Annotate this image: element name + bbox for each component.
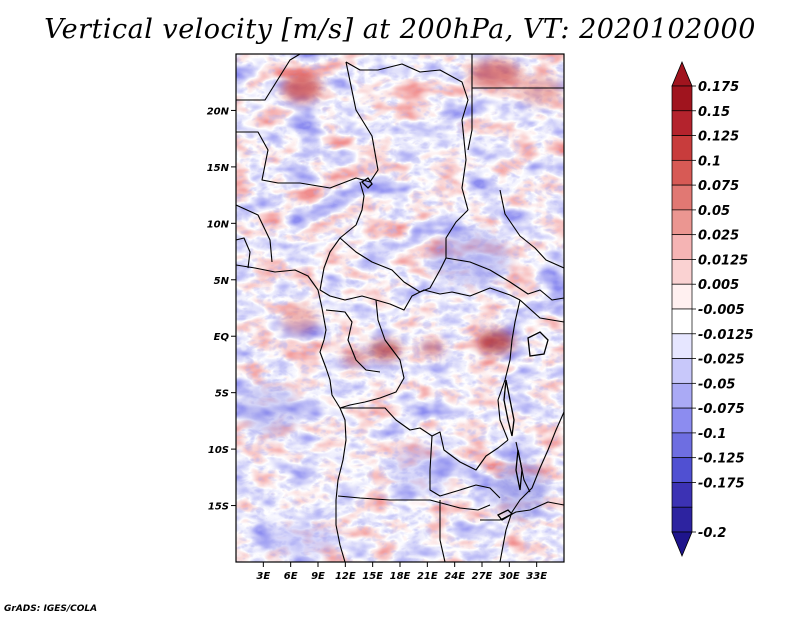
colorbar-label: -0.005 <box>698 303 745 318</box>
border-gabon-congo <box>325 309 381 373</box>
colorbar-label: 0.075 <box>698 179 739 194</box>
colorbar-label: -0.075 <box>698 402 745 417</box>
lon-tick-label: 21E <box>417 571 438 582</box>
lon-tick-label: 9E <box>311 571 325 582</box>
colorbar-label: 0.05 <box>698 204 730 219</box>
border-cameroon <box>319 289 377 301</box>
colorbar-label: -0.025 <box>698 353 745 368</box>
lat-tick-label: 5S <box>215 389 229 400</box>
border-algeria-libya <box>345 61 469 211</box>
border-namibia-botswana <box>439 500 446 562</box>
colorbar-swatch <box>671 407 693 434</box>
lake-victoria <box>527 331 549 357</box>
map-plot-area <box>236 54 564 562</box>
lake-malawi <box>515 449 523 491</box>
colorbar-bottom-arrow <box>671 531 693 558</box>
coastline-east-africa <box>499 411 564 562</box>
border-south-sudan <box>445 257 564 301</box>
border-ghana <box>236 237 251 269</box>
colorbar-label: 0.0125 <box>698 253 748 268</box>
colorbar-labels: 0.175 0.15 0.125 0.1 0.075 0.05 0.025 0.0125 0.0… <box>692 80 754 541</box>
colorbar-label: -0.2 <box>698 526 726 541</box>
border-angola-namibia <box>337 495 491 511</box>
border-nigeria-chad <box>319 181 365 291</box>
border-tanzania <box>519 299 564 323</box>
colorbar-swatch <box>671 283 693 310</box>
colorbar-swatch <box>671 110 693 136</box>
colorbar-label: -0.05 <box>698 377 735 392</box>
strong-updraft-patches <box>282 60 562 366</box>
colorbar-label: 0.15 <box>698 105 730 120</box>
lat-tick-label: 15N <box>207 163 230 174</box>
border-sudan-egypt <box>467 88 473 151</box>
colorbar-swatch <box>671 135 693 161</box>
colorbar-label: -0.125 <box>698 452 745 467</box>
chart-title: Vertical velocity [m/s] at 200hPa, VT: 2… <box>44 14 756 45</box>
colorbar-label: 0.025 <box>698 229 739 244</box>
lon-tick-label: 15E <box>362 571 383 582</box>
colorbar-label: -0.175 <box>698 476 745 491</box>
colorbar-boxes <box>671 85 693 533</box>
lon-tick-label: 18E <box>390 571 411 582</box>
border-car-drc <box>375 287 521 311</box>
lat-tick-label: 20N <box>207 106 230 117</box>
colorbar-label: 0.1 <box>698 154 721 169</box>
lake-kariba <box>496 509 514 521</box>
longitude-axis: 3E 6E 9E 12E 15E 18E 21E 24E 27E 30E 33E <box>256 562 547 582</box>
colorbar-swatch <box>671 333 693 359</box>
colorbar-swatch <box>671 209 693 236</box>
colorbar-label: 0.005 <box>698 278 739 293</box>
colorbar-label: -0.1 <box>698 427 726 442</box>
colorbar-swatch <box>671 85 693 112</box>
colorbar-swatch <box>671 482 693 508</box>
border-angola-zambia <box>429 435 501 499</box>
border-mali-niger <box>236 131 371 189</box>
colorbar-swatch <box>671 506 693 533</box>
lat-tick-label: 5N <box>214 276 230 287</box>
lat-tick-label: 15S <box>208 502 229 513</box>
border-zambia-zimbabwe <box>480 501 564 521</box>
colorbar-swatch <box>671 457 693 483</box>
lat-tick-label: EQ <box>214 332 230 343</box>
border-chad-car <box>339 237 421 293</box>
latitude-axis: 20N 15N 10N 5N EQ 5S 10S 15S <box>207 106 236 513</box>
coastline-west-africa <box>236 264 347 562</box>
colorbar-swatch <box>671 308 693 335</box>
lake-chad <box>360 177 373 189</box>
lon-tick-label: 30E <box>499 571 520 582</box>
colorbar-swatch <box>671 432 693 459</box>
lon-tick-label: 3E <box>256 571 270 582</box>
footer-credit: GrADS: IGES/COLA <box>4 604 98 614</box>
colorbar-swatch <box>671 382 693 409</box>
country-borders <box>236 54 564 562</box>
colorbar-swatch <box>671 159 693 186</box>
border-drc-east <box>497 299 521 441</box>
colorbar-swatch <box>671 234 693 260</box>
border-mali-algeria <box>236 54 301 101</box>
lon-tick-label: 27E <box>472 571 493 582</box>
colorbar-top-arrow <box>671 60 693 87</box>
colorbar-swatch <box>671 184 693 211</box>
border-sudan-ethiopia <box>499 189 564 269</box>
colorbar-swatch <box>671 358 693 384</box>
lon-tick-label: 33E <box>526 571 547 582</box>
colorbar-label: -0.0125 <box>698 328 754 343</box>
border-niger-chad <box>345 61 379 183</box>
lon-tick-label: 24E <box>444 571 465 582</box>
colorbar-label: 0.125 <box>698 130 739 145</box>
border-drc-angola <box>340 407 509 471</box>
border-burkina-niger <box>236 204 273 263</box>
lat-tick-label: 10S <box>208 445 229 456</box>
lakes <box>360 177 549 521</box>
border-congo-drc <box>339 299 405 409</box>
lon-tick-label: 12E <box>335 571 356 582</box>
lat-tick-label: 10N <box>207 219 230 230</box>
colorbar-swatch <box>671 259 693 285</box>
lake-tanganyika <box>503 379 515 437</box>
colorbar: 0.175 0.15 0.125 0.1 0.075 0.05 0.025 0.0125 0.0… <box>671 60 754 558</box>
colorbar-label: 0.175 <box>698 80 739 95</box>
lon-tick-label: 6E <box>284 571 298 582</box>
